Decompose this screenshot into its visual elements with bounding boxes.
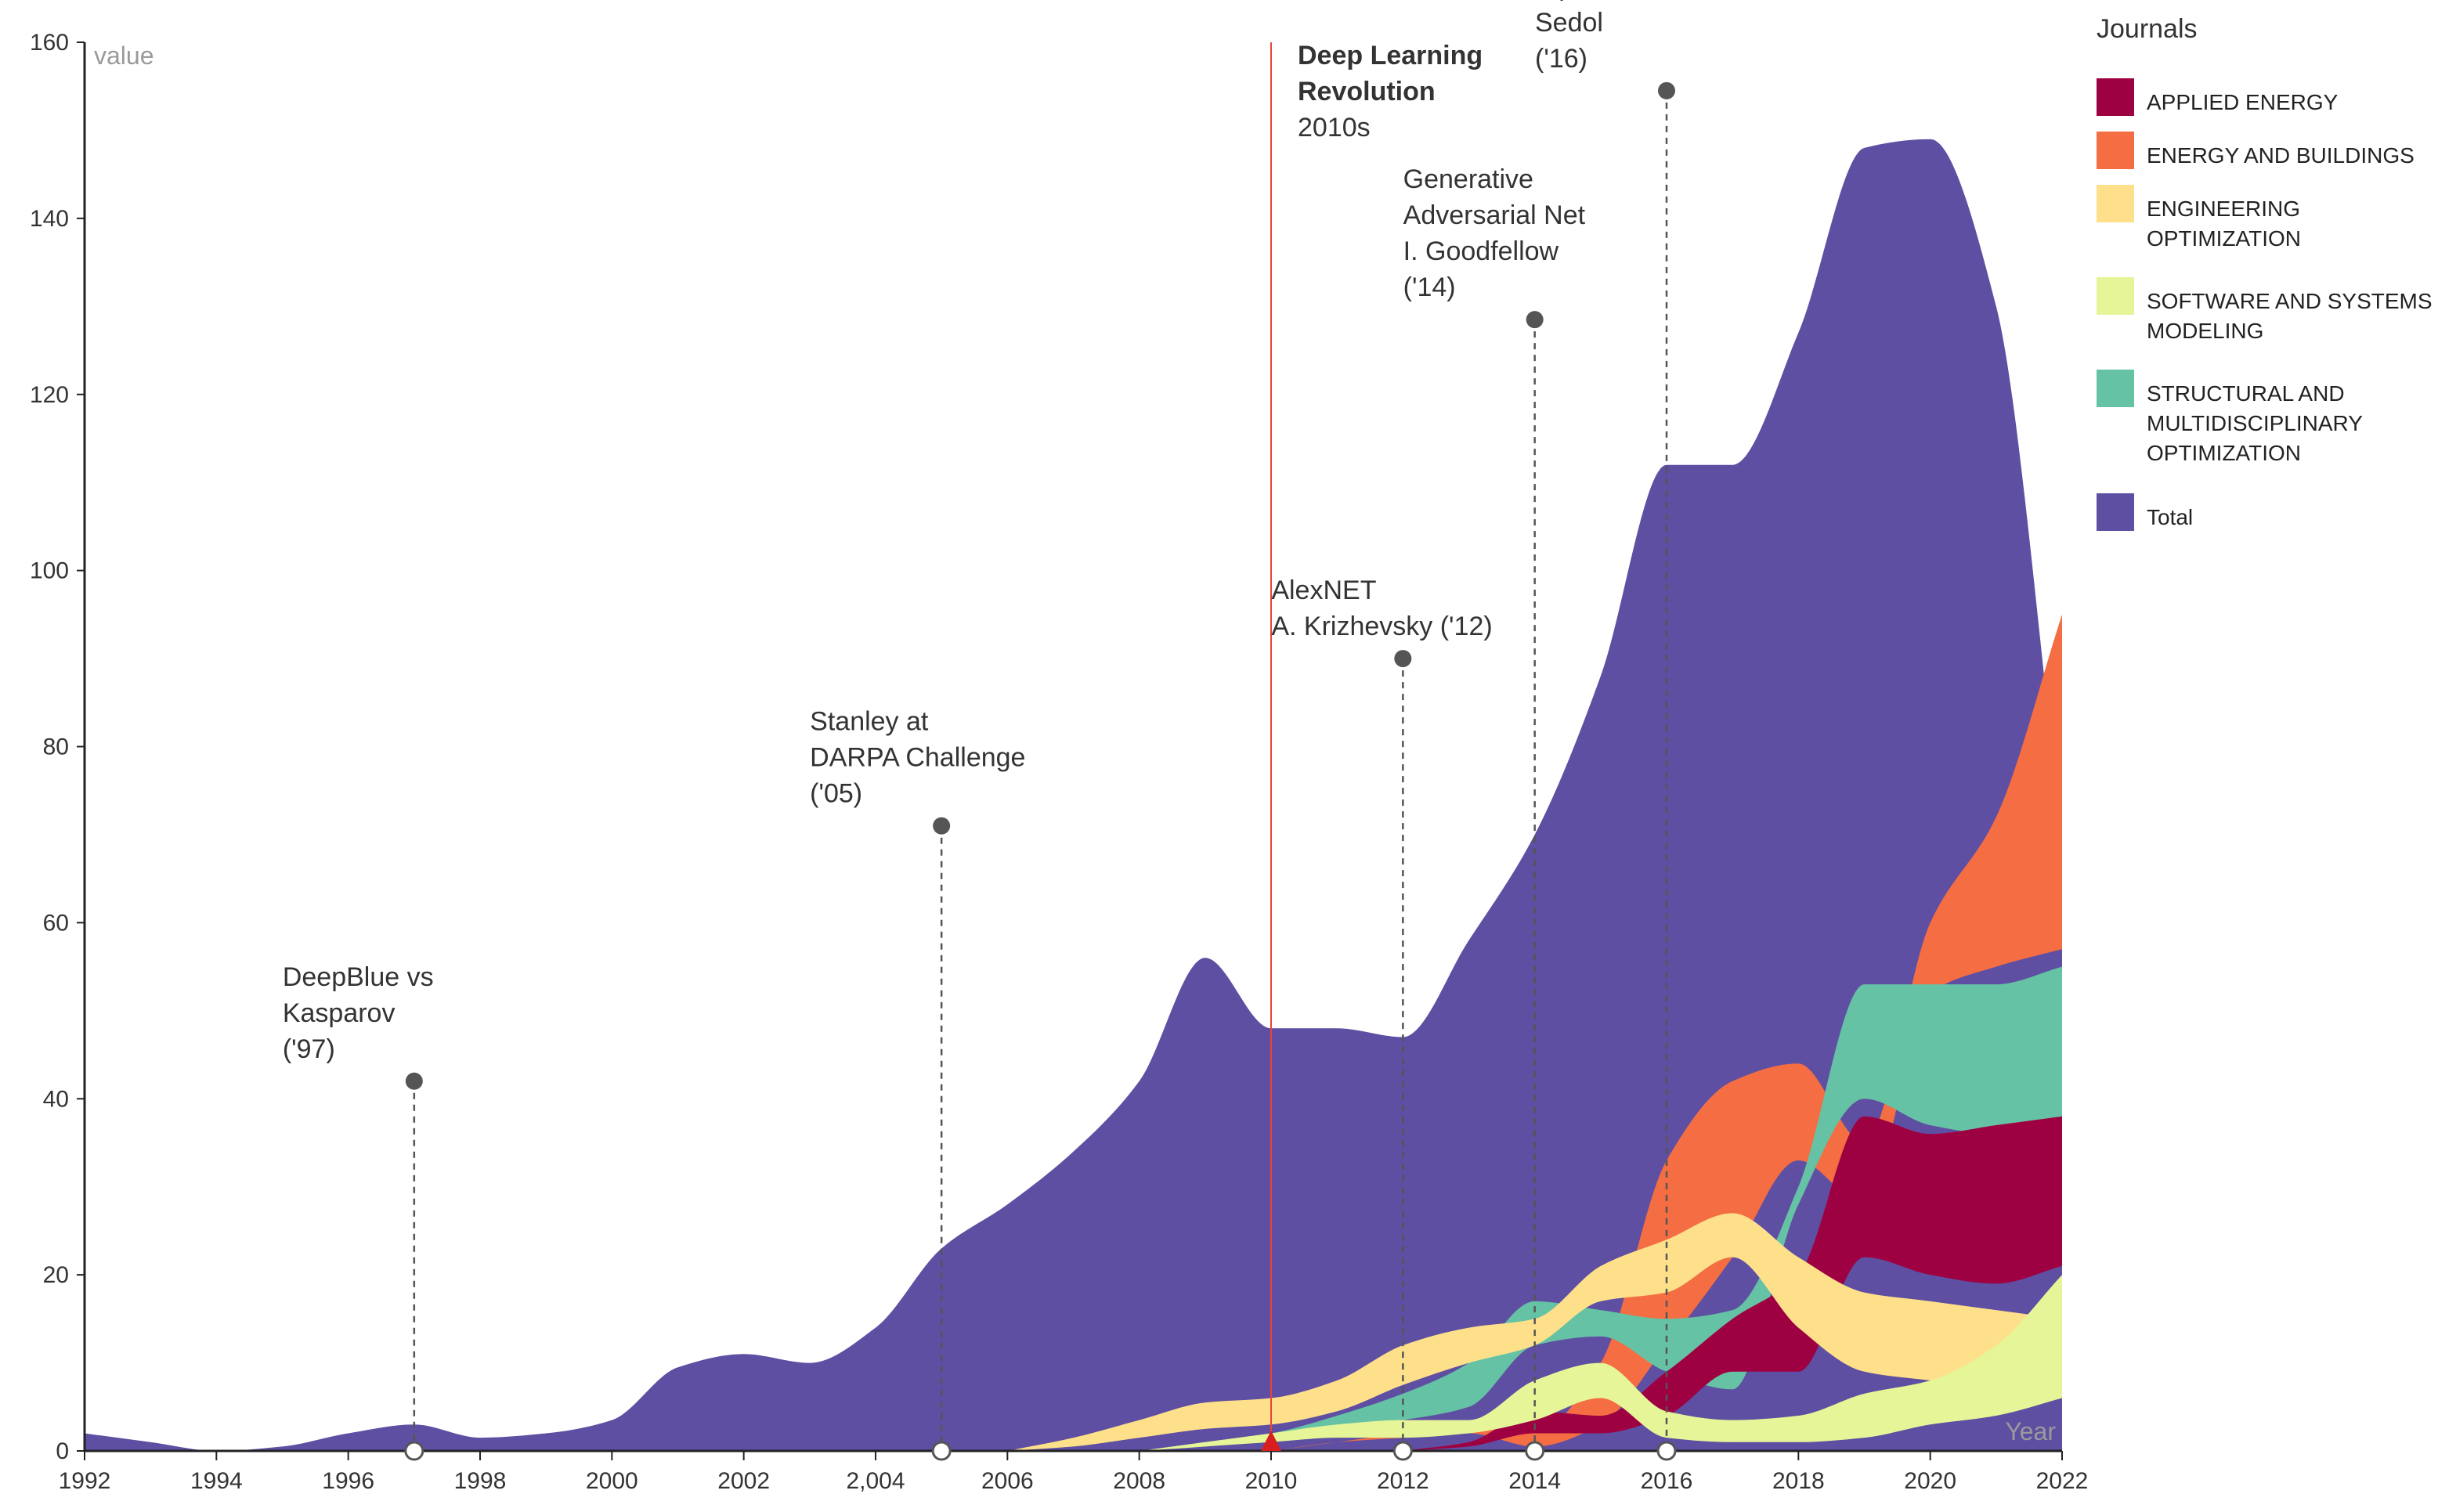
legend-swatch [2097,493,2134,531]
legend-label-line: MODELING [2147,319,2263,343]
annotation-axis-marker [404,1441,424,1461]
annotation-dot [933,817,951,835]
y-axis-title: value [94,41,154,70]
annotation-label-line: DARPA Challenge [810,743,1025,773]
x-tick-label: 2,004 [846,1468,905,1494]
x-tick-label: 1992 [59,1468,111,1494]
annotation-label-line: Generative [1403,164,1533,194]
annotation-axis-marker [1525,1441,1545,1461]
y-tick-label: 60 [43,910,69,936]
annotation-axis-marker [1392,1441,1413,1461]
annotation-label-line: DeepBlue vs [283,962,434,992]
annotation-2014: Generative Adversarial Net I. Goodfellow ('… [1403,164,1586,1461]
annotation-label-line: Sedol [1535,8,1603,38]
annotation-label-line: AlphaGO vs [1535,0,1678,2]
legend-swatch [2097,132,2134,169]
legend-item-structural-and-multidisciplinary-optimization: STRUCTURAL AND MULTIDISCIPLINARY OPTIMIZAT… [2097,370,2363,465]
x-tick-label: 2014 [1508,1468,1561,1494]
area-software-and-systems-modeling [1139,1275,2062,1451]
x-tick-label: 2000 [586,1468,638,1494]
x-tick-label: 2022 [2036,1468,2089,1494]
y-tick-label: 160 [30,30,69,56]
y-tick-label: 140 [30,206,69,232]
x-tick-label: 2020 [1904,1468,1956,1494]
annotation-label-line: A. Krizhevsky ('12) [1271,612,1492,641]
annotation-label-line: Kasparov [283,998,395,1028]
annotation-layer: Deep Learning Revolution 2010s DeepBlue vs K… [283,0,1678,1461]
x-tick-label: 1994 [190,1468,243,1494]
y-tick-label: 80 [43,734,69,760]
annotation-label-line: I. Goodfellow [1403,236,1559,266]
legend-swatch [2097,370,2134,407]
milestone-subtitle: 2010s [1298,113,1371,143]
annotation-axis-marker [1656,1441,1677,1461]
x-tick-label: 2002 [717,1468,770,1494]
milestone-title-line: Deep Learning [1298,41,1483,70]
areas-layer [85,139,2062,1452]
legend-label-line: Total [2147,505,2193,529]
legend-swatch [2097,277,2134,315]
annotation-label-line: Adversarial Net [1403,200,1586,230]
x-tick-label: 2010 [1245,1468,1298,1494]
annotation-dot [1526,311,1544,329]
y-tick-label: 100 [30,558,69,584]
annotation-label-line: ('05) [810,779,862,809]
axes-layer: 0 20 40 60 80 100 120 140 160 1992 1994 1996 1998 200… [30,30,2088,1494]
legend-label-line: ENGINEERING [2147,197,2300,221]
x-axis-title: Year [2005,1417,2056,1445]
x-tick-label: 2008 [1113,1468,1165,1494]
legend-item-applied-energy: APPLIED ENERGY [2097,78,2339,116]
x-tick-label: 2006 [981,1468,1034,1494]
x-tick-label: 1998 [454,1468,507,1494]
annotation-label-line: ('14) [1403,272,1456,302]
annotation-2005: Stanley at DARPA Challenge ('05) [810,707,1025,1461]
annotation-label-line: Stanley at [810,707,929,737]
annotation-label-line: ('97) [283,1034,335,1064]
legend-item-engineering-optimization: ENGINEERING OPTIMIZATION [2097,185,2301,251]
annotation-dot [405,1072,423,1090]
y-tick-label: 40 [43,1086,69,1112]
milestone-title-line: Revolution [1298,77,1436,106]
y-tick-label: 20 [43,1262,69,1288]
legend-title: Journals [2097,14,2198,44]
annotation-1997: DeepBlue vs Kasparov ('97) [283,962,434,1461]
legend-label-line: MULTIDISCIPLINARY [2147,411,2363,435]
area-total [85,139,2062,1452]
annotation-dot [1394,650,1412,668]
x-tick-label: 2018 [1772,1468,1825,1494]
legend-item-total: Total [2097,493,2193,531]
legend-label-line: OPTIMIZATION [2147,226,2301,251]
y-tick-label: 120 [30,382,69,408]
annotation-2016: AlphaGO vs Sedol ('16) [1535,0,1678,1461]
legend-swatch [2097,78,2134,116]
x-tick-label: 1996 [322,1468,374,1494]
legend-swatch [2097,185,2134,222]
annotation-2012: AlexNET A. Krizhevsky ('12) [1271,576,1493,1461]
x-tick-label: 2012 [1377,1468,1429,1494]
legend-item-energy-and-buildings: ENERGY AND BUILDINGS [2097,132,2415,169]
x-tick-label: 2016 [1641,1468,1693,1494]
area-applied-energy [1403,1116,2062,1451]
annotation-label-line: ('16) [1535,44,1587,74]
legend-layer: Journals APPLIED ENERGY ENERGY AND BUILDIN… [2097,14,2433,531]
legend-label-line: SOFTWARE AND SYSTEMS [2147,289,2433,313]
legend-item-software-and-systems-modeling: SOFTWARE AND SYSTEMS MODELING [2097,277,2433,343]
y-tick-label: 0 [56,1438,69,1464]
legend-label-line: OPTIMIZATION [2147,441,2301,465]
legend-label-line: STRUCTURAL AND [2147,381,2345,406]
milestone-marker [1261,1431,1281,1451]
legend-label-line: ENERGY AND BUILDINGS [2147,143,2415,168]
annotation-axis-marker [931,1441,952,1461]
legend-label-line: APPLIED ENERGY [2147,90,2339,114]
annotation-label-line: AlexNET [1271,576,1376,605]
annotation-dot [1658,81,1675,99]
area-structural-and-multidisciplinary-optimization [1139,966,2062,1451]
